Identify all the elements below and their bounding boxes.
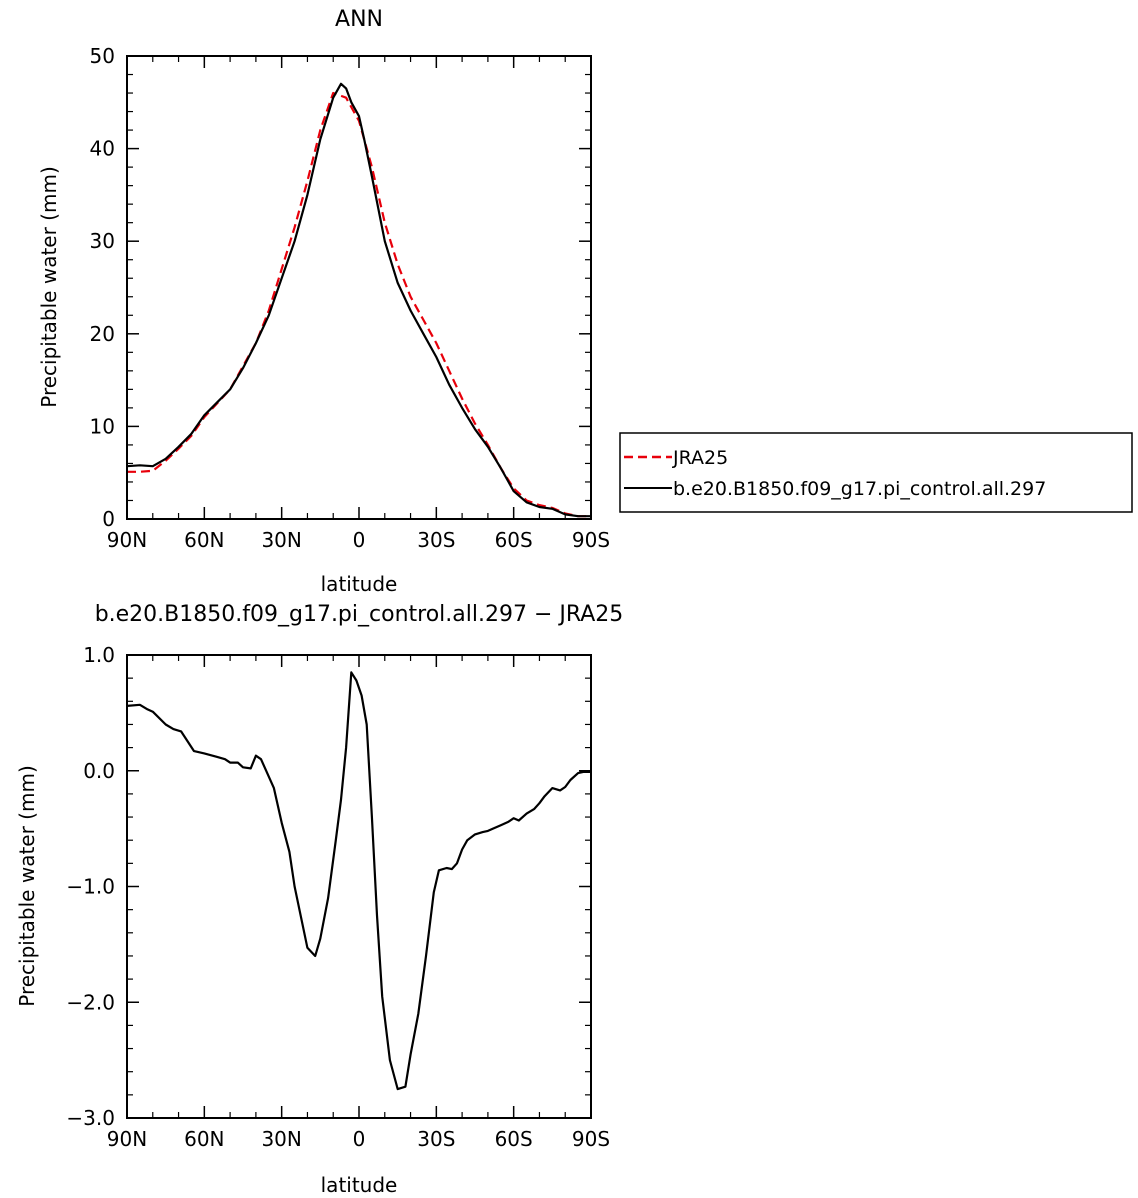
tick-labels: 90N 60N 30N 0 30S 60S 90S 0 10 20 30 40 50: [90, 44, 611, 552]
y-tick-label: 10: [90, 414, 115, 438]
y-tick-label: 40: [90, 137, 115, 161]
x-tick-label: 60N: [184, 528, 224, 552]
x-tick-label: 60S: [495, 528, 533, 552]
x-tick-label: 90S: [572, 528, 610, 552]
axis-ticks: [126, 654, 592, 1119]
y-tick-label: 50: [90, 44, 115, 68]
x-tick-label: 0: [353, 1127, 366, 1151]
x-tick-label: 30N: [261, 528, 301, 552]
y-tick-label: 20: [90, 322, 115, 346]
legend-entry-model: b.e20.B1850.f09_g17.pi_control.all.297: [673, 478, 1046, 500]
plot-frame: [126, 55, 592, 520]
tick-labels: 90N 60N 30N 0 30S 60S 90S 1.0 0.0 −1.0 −2.0 −3.0: [66, 643, 610, 1151]
series-line-difference: [126, 671, 591, 1091]
y-tick-label: 0: [102, 507, 115, 531]
series-lines: [126, 82, 591, 518]
y-tick-label: 1.0: [83, 643, 115, 667]
chart-title: b.e20.B1850.f09_g17.pi_control.all.297 −…: [95, 602, 624, 627]
x-axis-label: latitude: [321, 1173, 398, 1197]
chart-title: ANN: [335, 7, 383, 32]
x-tick-label: 90S: [572, 1127, 610, 1151]
x-tick-label: 30S: [417, 1127, 455, 1151]
y-tick-label: −2.0: [66, 990, 115, 1014]
legend-box: [619, 432, 1133, 513]
y-tick-label: −1.0: [66, 875, 115, 899]
series-line-b-e20-b1850-f09-g17-pi-control-all-297: [126, 82, 591, 518]
x-tick-label: 90N: [107, 1127, 147, 1151]
x-tick-label: 30S: [417, 528, 455, 552]
y-tick-label: −3.0: [66, 1106, 115, 1130]
y-axis-label: Precipitable water (mm): [37, 166, 61, 408]
legend: JRA25 b.e20.B1850.f09_g17.pi_control.all…: [619, 432, 1133, 513]
x-tick-label: 30N: [261, 1127, 301, 1151]
axis-ticks: [126, 55, 592, 520]
x-axis-label: latitude: [321, 572, 398, 596]
x-tick-label: 60N: [184, 1127, 224, 1151]
x-tick-label: 90N: [107, 528, 147, 552]
series-line-jra25: [127, 91, 591, 518]
y-tick-label: 30: [90, 229, 115, 253]
panel-difference: b.e20.B1850.f09_g17.pi_control.all.297 −…: [15, 602, 623, 1197]
x-tick-label: 60S: [495, 1127, 533, 1151]
y-axis-label: Precipitable water (mm): [15, 765, 39, 1007]
plot-frame: [126, 654, 592, 1119]
series-lines: [126, 671, 591, 1091]
y-tick-label: 0.0: [83, 759, 115, 783]
x-tick-label: 0: [353, 528, 366, 552]
panel-annual-mean: ANN Precipitable water (mm) latitude 90N…: [37, 7, 610, 596]
legend-entry-jra25: JRA25: [672, 447, 728, 469]
